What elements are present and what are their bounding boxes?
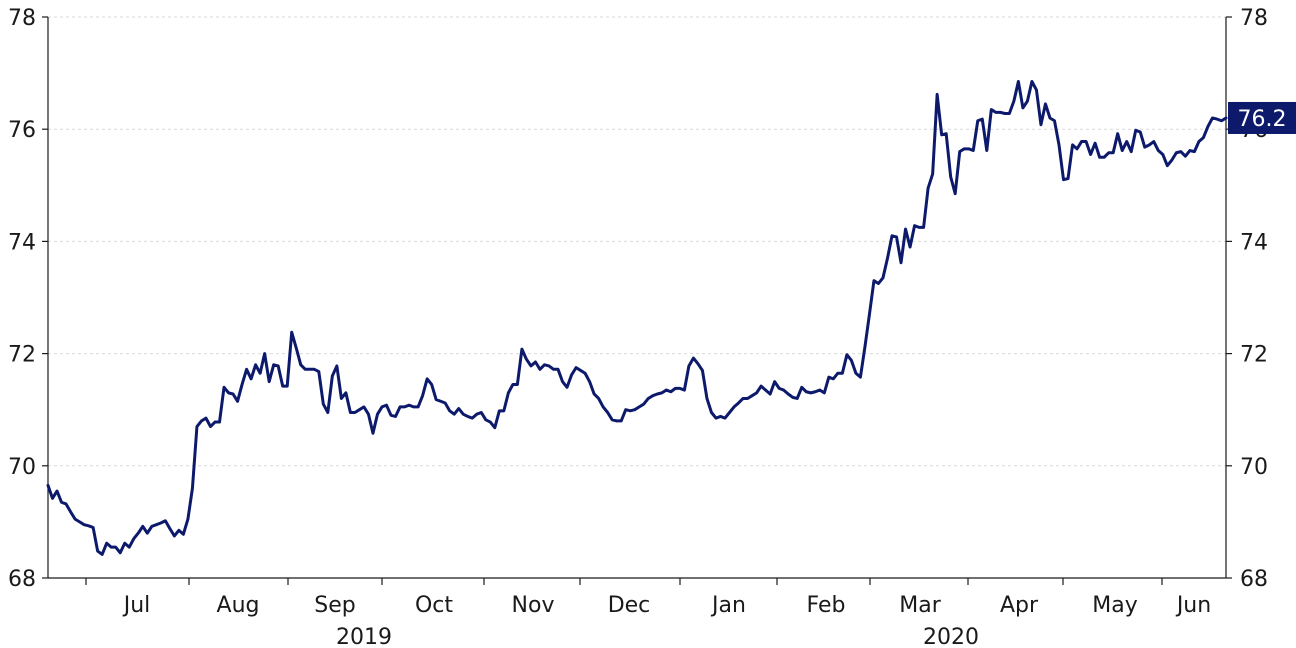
y-tick-label-left: 68 [8,567,36,592]
x-tick-label-month: Feb [807,593,846,618]
x-tick-label-month: Aug [217,593,260,618]
y-tick-label-left: 74 [8,230,36,255]
y-tick-label-right: 68 [1240,567,1268,592]
x-tick-label-month: Nov [512,593,555,618]
y-tick-label-left: 76 [8,118,36,143]
x-tick-label-month: Mar [899,593,941,618]
y-tick-label-left: 78 [8,6,36,31]
last-value-label: 76.2 [1238,107,1287,132]
series [46,80,1228,556]
y-tick-label-left: 72 [8,343,36,368]
x-tick-label-month: Oct [415,593,453,618]
axes [47,17,1227,579]
y-tick-label-right: 72 [1240,343,1268,368]
x-tick-label-year: 2019 [336,625,392,648]
x-tick-label-month: Apr [1000,593,1039,618]
y-tick-label-right: 70 [1240,455,1268,480]
x-tick-label-month: Jan [710,593,746,618]
x-tick-label-month: Sep [314,593,355,618]
series-line [46,80,1228,556]
x-tick-label-month: Jun [1175,593,1211,618]
y-tick-label-left: 70 [8,455,36,480]
x-tick-label-year: 2020 [923,625,979,648]
last-value-badge [1228,101,1296,134]
y-tick-label-right: 78 [1240,6,1268,31]
x-tick-label-month: Dec [608,593,651,618]
gridlines [48,16,1226,467]
tick-labels: 686870707272747476767878JulAugSepOctNovD… [8,6,1268,648]
x-tick-label-month: Jul [122,593,151,618]
y-tick-label-right: 74 [1240,230,1268,255]
x-tick-label-month: May [1092,593,1137,618]
last-value-badge-group: 76.2 [1228,101,1296,134]
